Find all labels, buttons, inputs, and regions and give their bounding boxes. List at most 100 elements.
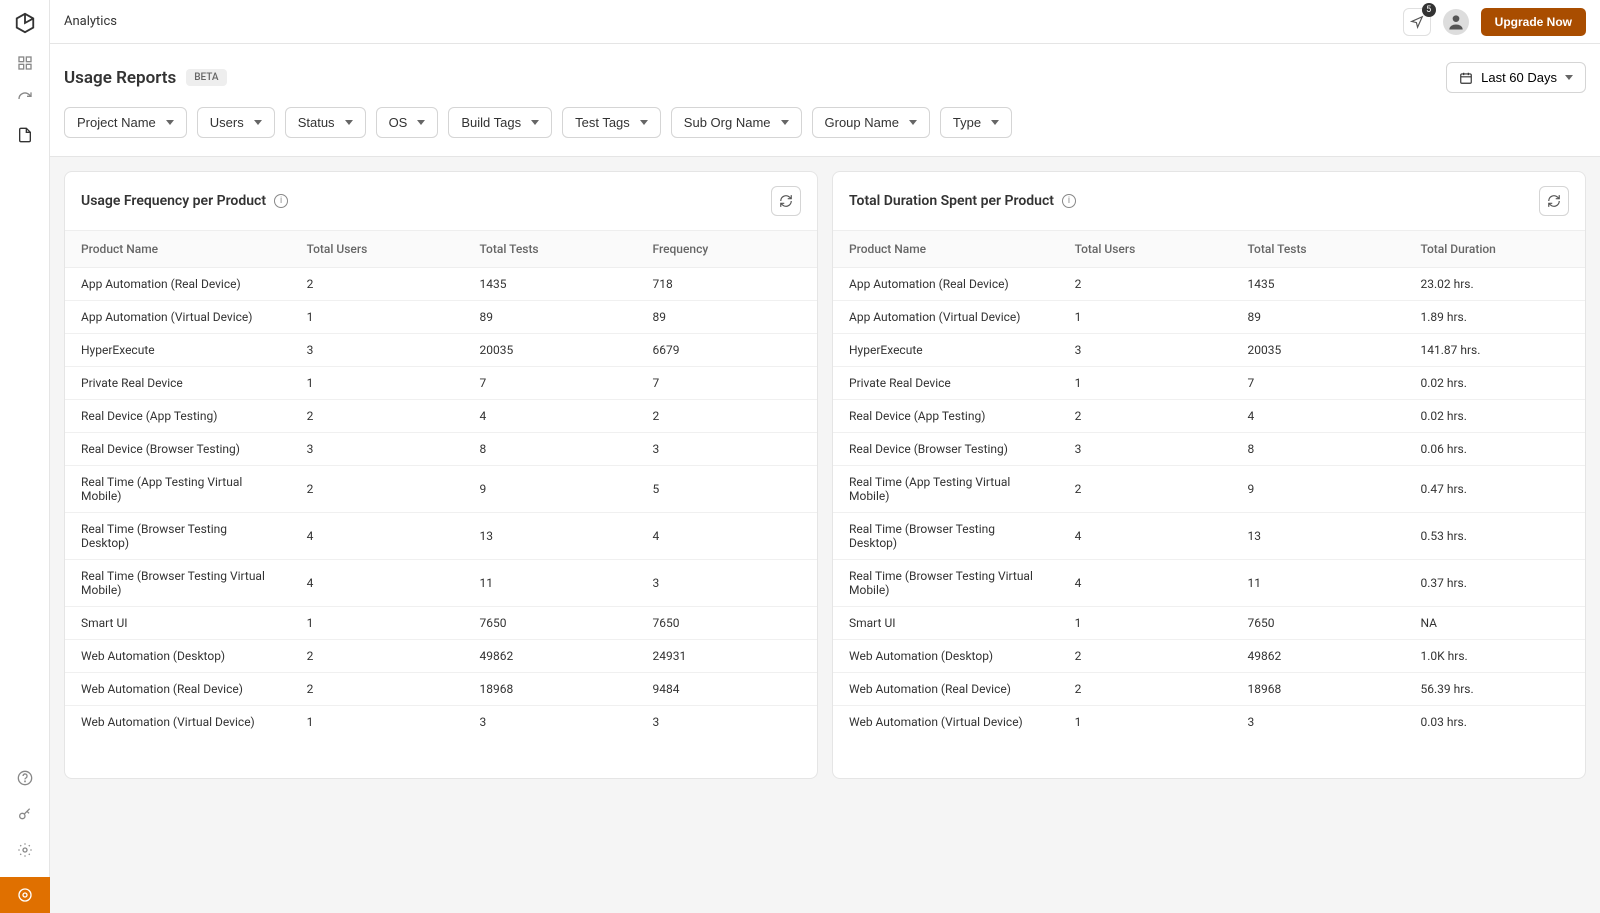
table-cell: 2 [637,400,818,433]
refresh-icon [1547,194,1561,208]
table-row: Real Time (Browser Testing Virtual Mobil… [65,560,817,607]
table-cell: 7650 [1232,607,1405,640]
table-cell: 3 [1059,433,1232,466]
table-cell: 2 [291,466,464,513]
avatar[interactable] [1443,9,1469,35]
filter-label: Project Name [77,115,156,130]
nav-help-icon[interactable] [16,769,34,787]
table-cell: 89 [1232,301,1405,334]
table-row: Smart UI17650NA [833,607,1585,640]
table-cell: 49862 [464,640,637,673]
card-right-title: Total Duration Spent per Product [849,193,1054,209]
table-row: Web Automation (Real Device)21896856.39 … [833,673,1585,706]
filter-build-tags[interactable]: Build Tags [448,107,552,138]
table-cell: 1.0K hrs. [1405,640,1586,673]
table-cell: 4 [1232,400,1405,433]
table-row: App Automation (Real Device)2143523.02 h… [833,268,1585,301]
date-range-label: Last 60 Days [1481,70,1557,85]
table-row: Private Real Device170.02 hrs. [833,367,1585,400]
filter-group-name[interactable]: Group Name [812,107,930,138]
info-icon[interactable]: i [1062,194,1076,208]
table-cell: Real Device (Browser Testing) [833,433,1059,466]
filter-sub-org-name[interactable]: Sub Org Name [671,107,802,138]
table-cell: 89 [637,301,818,334]
column-header: Total Duration [1405,231,1586,268]
upgrade-button[interactable]: Upgrade Now [1481,8,1586,36]
page-title: Usage Reports BETA [64,68,227,88]
chevron-down-icon [254,120,262,125]
table-row: Web Automation (Real Device)2189689484 [65,673,817,706]
column-header: Total Tests [464,231,637,268]
filter-users[interactable]: Users [197,107,275,138]
table-cell: 2 [291,640,464,673]
table-cell: 11 [464,560,637,607]
table-cell: Web Automation (Real Device) [65,673,291,706]
column-header: Total Users [291,231,464,268]
info-icon[interactable]: i [274,194,288,208]
table-cell: 7650 [464,607,637,640]
table-cell: 89 [464,301,637,334]
content-area: Usage Frequency per Product i Product Na… [50,157,1600,913]
filters-row: Project Name Users Status OS Build Tags Test … [50,107,1600,157]
logo-icon[interactable] [14,12,36,34]
table-cell: 4 [291,513,464,560]
table-cell: 3 [291,334,464,367]
nav-accent-button[interactable] [0,877,50,913]
table-cell: Real Time (Browser Testing Virtual Mobil… [833,560,1059,607]
table-cell: 0.06 hrs. [1405,433,1586,466]
table-cell: 7 [637,367,818,400]
filter-label: OS [389,115,408,130]
chevron-down-icon [991,120,999,125]
date-range-button[interactable]: Last 60 Days [1446,62,1586,93]
table-cell: 3 [291,433,464,466]
table-cell: 0.02 hrs. [1405,367,1586,400]
table-cell: App Automation (Real Device) [833,268,1059,301]
table-cell: 6679 [637,334,818,367]
column-header: Product Name [833,231,1059,268]
table-cell: 0.03 hrs. [1405,706,1586,739]
card-total-duration: Total Duration Spent per Product i Produ… [832,171,1586,779]
column-header: Frequency [637,231,818,268]
filter-status[interactable]: Status [285,107,366,138]
table-cell: Web Automation (Virtual Device) [833,706,1059,739]
table-cell: 1 [291,301,464,334]
table-row: Real Time (Browser Testing Desktop)4134 [65,513,817,560]
table-cell: 4 [1059,513,1232,560]
filter-label: Type [953,115,981,130]
table-cell: 2 [291,268,464,301]
table-cell: 1 [291,607,464,640]
beta-badge: BETA [186,69,226,86]
table-row: App Automation (Virtual Device)1891.89 h… [833,301,1585,334]
table-row: Web Automation (Virtual Device)130.03 hr… [833,706,1585,739]
table-cell: 13 [1232,513,1405,560]
nav-key-icon[interactable] [16,805,34,823]
table-cell: 20035 [1232,334,1405,367]
table-cell: 2 [1059,400,1232,433]
table-cell: Real Time (App Testing Virtual Mobile) [833,466,1059,513]
chevron-down-icon [531,120,539,125]
table-row: HyperExecute320035141.87 hrs. [833,334,1585,367]
filter-type[interactable]: Type [940,107,1012,138]
table-cell: 1435 [464,268,637,301]
notifications-button[interactable]: 5 [1403,8,1431,36]
filter-os[interactable]: OS [376,107,439,138]
table-cell: 2 [1059,640,1232,673]
table-cell: 1.89 hrs. [1405,301,1586,334]
filter-test-tags[interactable]: Test Tags [562,107,661,138]
nav-settings-icon[interactable] [16,841,34,859]
table-row: Web Automation (Virtual Device)133 [65,706,817,739]
table-cell: 2 [291,673,464,706]
refresh-button[interactable] [771,186,801,216]
table-cell: 9 [1232,466,1405,513]
table-cell: 18968 [1232,673,1405,706]
nav-refresh-icon[interactable] [16,90,34,108]
nav-reports-icon[interactable] [16,126,34,144]
filter-project-name[interactable]: Project Name [64,107,187,138]
table-cell: 1435 [1232,268,1405,301]
table-cell: 8 [1232,433,1405,466]
table-cell: Smart UI [65,607,291,640]
table-cell: 718 [637,268,818,301]
table-cell: Real Time (App Testing Virtual Mobile) [65,466,291,513]
nav-dashboard-icon[interactable] [16,54,34,72]
refresh-button[interactable] [1539,186,1569,216]
